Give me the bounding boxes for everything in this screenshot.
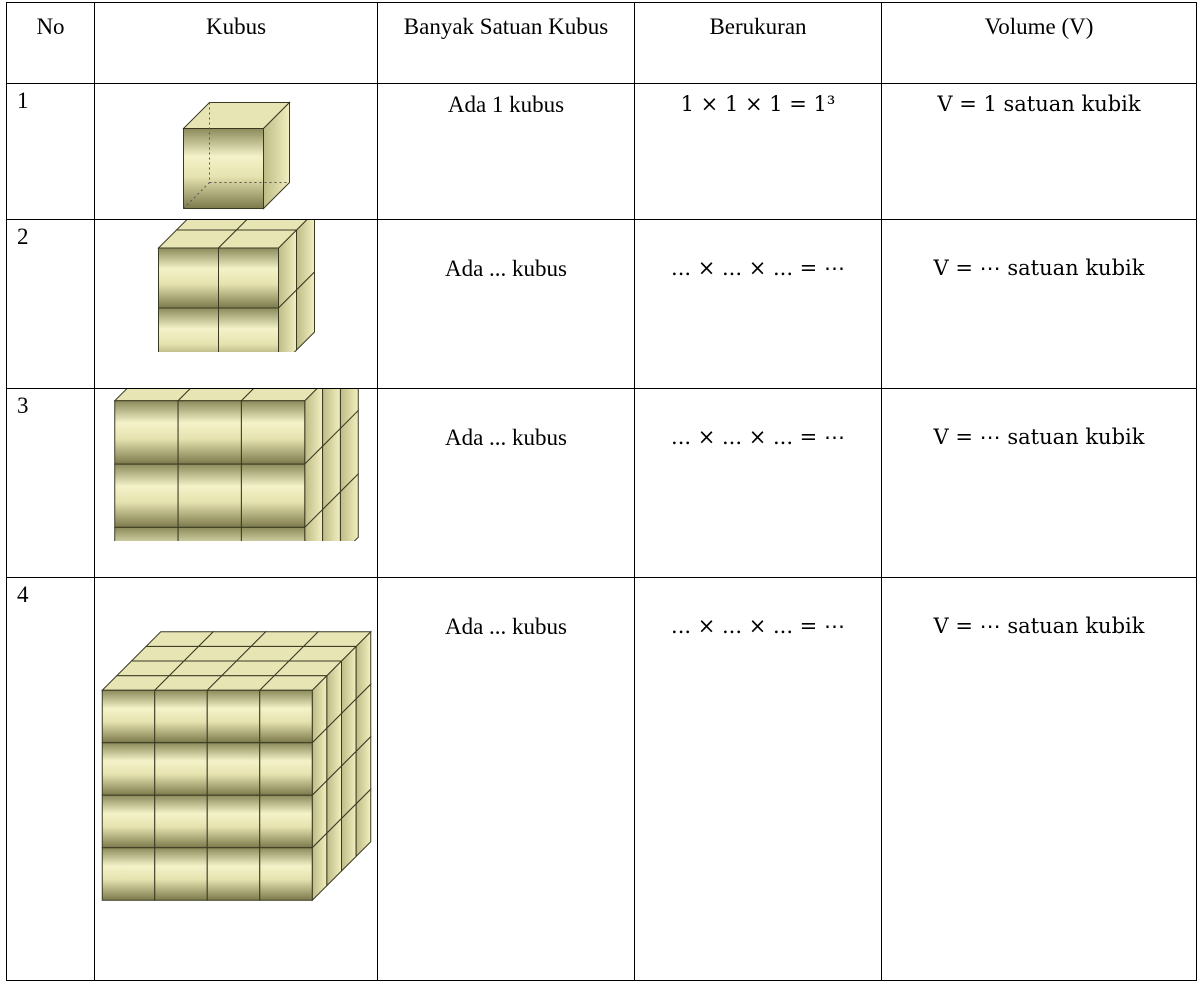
size-cell: ... × ... × ... = ⋯: [634, 577, 882, 981]
cube-illustration: [101, 630, 372, 902]
cube-cell: [94, 219, 378, 389]
volume-cell: V = 1 satuan kubik: [881, 83, 1197, 220]
cube-face: [259, 847, 313, 901]
cube-face: [240, 463, 306, 528]
cube-face: [206, 794, 261, 849]
table-body: 1 Ada 1 kubus 1 × 1 × 1 = 1³ V = 1 satuan k…: [6, 83, 1197, 981]
cube-face: [177, 400, 242, 465]
cube-illustration: [157, 220, 315, 352]
volume-cell: V = ⋯ satuan kubik: [881, 577, 1197, 981]
cube-face: [158, 247, 219, 309]
cube-face: [218, 247, 279, 309]
cube-face: [240, 400, 306, 465]
volume-table: No Kubus Banyak Satuan Kubus Berukuran V…: [6, 2, 1197, 981]
header-cell: Banyak Satuan Kubus: [377, 2, 635, 84]
table-row: 2 Ada ... kubus... × ... × ... = ⋯ V = ⋯ s…: [6, 219, 1197, 389]
cube-face: [154, 847, 208, 901]
cube-face: [101, 794, 156, 849]
row-number: 1: [6, 83, 95, 220]
cube-face: [114, 463, 179, 528]
cube-face: [218, 307, 279, 352]
cube-face: [101, 847, 156, 901]
cube-face: [154, 794, 208, 849]
table-row: 3 Ada ... kubus... × ... × ... = ⋯ V = ⋯ s…: [6, 388, 1197, 578]
count-cell: Ada ... kubus: [377, 577, 635, 981]
count-cell: Ada ... kubus: [377, 219, 635, 389]
row-number: 4: [6, 577, 95, 981]
cube-face: [235, 220, 308, 231]
header-cell: Kubus: [94, 2, 378, 84]
hidden-edge: [183, 102, 290, 209]
size-cell: ... × ... × ... = ⋯: [634, 219, 882, 389]
cube-face: [114, 400, 179, 465]
header-cell: No: [6, 2, 95, 84]
cube-face: [302, 631, 372, 647]
volume-cell: V = ⋯ satuan kubik: [881, 219, 1197, 389]
header-cell: Berukuran: [634, 2, 882, 84]
cube-cell: [94, 388, 378, 578]
size-cell: 1 × 1 × 1 = 1³: [634, 83, 882, 220]
row-number: 2: [6, 219, 95, 389]
table-row: 1 Ada 1 kubus 1 × 1 × 1 = 1³ V = 1 satuan k…: [6, 83, 1197, 220]
count-cell: Ada ... kubus: [377, 388, 635, 578]
cube-face: [296, 270, 315, 352]
cube-face: [206, 689, 261, 744]
cube-face: [259, 794, 313, 849]
cube-face: [175, 220, 248, 231]
row-number: 3: [6, 388, 95, 578]
cube-illustration: [113, 389, 359, 541]
cube-face: [154, 742, 208, 796]
cube-face: [322, 490, 341, 541]
cube-face: [206, 847, 261, 901]
cube-illustration: [182, 101, 291, 210]
cube-face: [259, 742, 313, 796]
volume-cell: V = ⋯ satuan kubik: [881, 388, 1197, 578]
cube-face: [101, 689, 156, 744]
cube-face: [259, 689, 313, 744]
cube-face: [158, 307, 219, 352]
cube-face: [240, 526, 306, 541]
header-row: No Kubus Banyak Satuan Kubus Berukuran V…: [6, 2, 1197, 84]
cube-face: [177, 526, 242, 541]
cube-cell: [94, 83, 378, 220]
cube-cell: [94, 577, 378, 981]
cube-face: [177, 463, 242, 528]
cube-face: [101, 742, 156, 796]
size-cell: ... × ... × ... = ⋯: [634, 388, 882, 578]
table-row: 4 Ada ... kubus... × ... × ... = ⋯ V = ⋯ s…: [6, 577, 1197, 981]
cube-face: [114, 526, 179, 541]
header-cell: Volume (V): [881, 2, 1197, 84]
count-cell: Ada 1 kubus: [377, 83, 635, 220]
cube-face: [154, 689, 208, 744]
cube-face: [304, 508, 324, 541]
cube-face: [339, 472, 359, 541]
cube-face: [183, 128, 264, 209]
cube-face: [206, 742, 261, 796]
cube-face: [355, 788, 372, 858]
